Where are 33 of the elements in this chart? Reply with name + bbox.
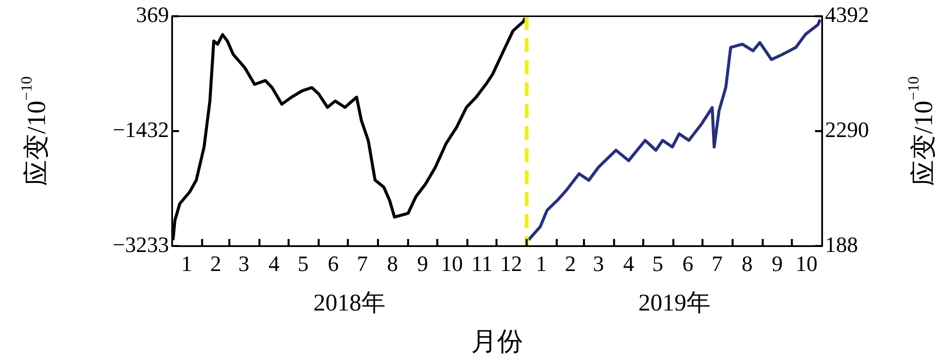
y-tick-label: 369 xyxy=(136,2,169,27)
x-tick-label: 1 xyxy=(536,250,547,276)
x-tick-label: 7 xyxy=(356,250,368,276)
x-tick-label: 10 xyxy=(795,250,818,276)
y2-axis-title: 应变/10−10 xyxy=(906,76,938,186)
x-tick-label: 5 xyxy=(652,250,664,276)
text: 2018年 xyxy=(313,290,386,316)
x-tick-label: 2 xyxy=(564,250,576,276)
x-tick-label: 6 xyxy=(328,250,339,276)
x-tick-label: 4 xyxy=(623,250,634,276)
x-tick-label: 4 xyxy=(268,250,280,276)
y-axis-title: 应变/10−10 xyxy=(18,76,51,186)
text: 2019年 xyxy=(638,290,710,316)
x-tick-label: 3 xyxy=(238,250,250,276)
x-tick-label: 5 xyxy=(298,250,309,276)
x-tick-label: 8 xyxy=(742,250,753,276)
x-tick-label: 2 xyxy=(210,250,222,276)
y2-tick-label: 4392 xyxy=(825,2,869,27)
x-tick-label: 3 xyxy=(593,250,604,276)
x-tick-label: 9 xyxy=(772,250,783,276)
y2-tick-label: 2290 xyxy=(825,116,869,142)
y2-tick-label: 188 xyxy=(825,232,858,257)
x-tick-label: 10 xyxy=(440,250,463,276)
x-tick-label: 8 xyxy=(387,250,398,276)
x-tick-label: 6 xyxy=(682,250,694,276)
x-tick-label: 11 xyxy=(471,250,493,276)
y-tick-label: −3233 xyxy=(112,232,169,257)
x-tick-label: 7 xyxy=(712,250,723,276)
x-tick-label: 12 xyxy=(500,250,522,276)
x-tick-label: 9 xyxy=(417,250,428,276)
y-tick-label: −1432 xyxy=(112,116,169,142)
x-axis-title: 月份 xyxy=(471,326,523,356)
x-tick-label: 1 xyxy=(181,250,192,276)
